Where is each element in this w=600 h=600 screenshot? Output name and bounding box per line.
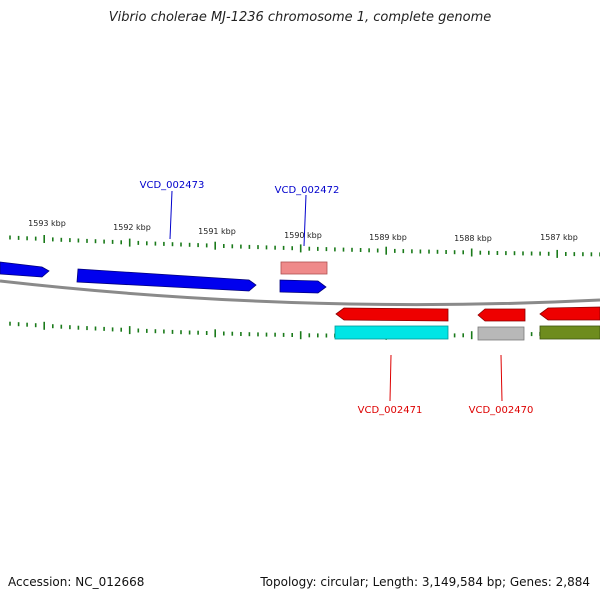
accession-text: Accession: NC_012668 [8,575,145,589]
gene-label-vcd-002471[interactable]: VCD_002471 [358,405,423,416]
tick-label-1588: 1588 kbp [454,234,492,243]
gene-labels: VCD_002473 VCD_002472 VCD_002471 VCD_002… [140,180,534,416]
cyan-feature[interactable] [334,325,449,340]
genome-summary-text: Topology: circular; Length: 3,149,584 bp… [260,575,590,589]
trna-feature[interactable] [280,261,328,275]
leader-line-vcd-002473 [169,190,173,240]
tick-label-1589: 1589 kbp [369,233,407,242]
outer-tick-track [9,235,600,258]
tick-label-1592: 1592 kbp [113,223,151,232]
gene-label-vcd-002472[interactable]: VCD_002472 [275,185,340,196]
reverse-strand-features [334,306,600,341]
tick-label-1590: 1590 kbp [284,231,322,240]
leader-line-vcd-002472 [303,194,307,247]
gray-feature[interactable] [477,326,525,341]
tick-label-1593: 1593 kbp [28,219,66,228]
gene-feature-vcd-002471[interactable] [335,307,449,322]
label-leaders [169,190,503,402]
leader-line-vcd-002471 [389,354,392,402]
olive-feature[interactable] [539,325,600,340]
chromosome-backbone [0,279,600,307]
leader-line-vcd-002470 [500,354,503,402]
gene-label-vcd-002473[interactable]: VCD_002473 [140,180,205,191]
gene-feature-vcd-002472[interactable] [279,279,327,294]
gene-feature-vcd-002470[interactable] [477,308,526,322]
map-title: Vibrio cholerae MJ-1236 chromosome 1, co… [108,10,492,25]
gene-label-vcd-002470[interactable]: VCD_002470 [469,405,534,416]
tick-label-1591: 1591 kbp [198,227,236,236]
gene-feature-reverse-edge[interactable] [539,306,600,321]
tick-label-1587: 1587 kbp [540,233,578,242]
tick-labels: 1593 kbp 1592 kbp 1591 kbp 1590 kbp 1589… [28,219,578,243]
gene-feature-vcd-002473[interactable] [76,268,257,292]
gene-feature-forward[interactable] [0,261,50,278]
forward-strand-features [0,261,328,294]
